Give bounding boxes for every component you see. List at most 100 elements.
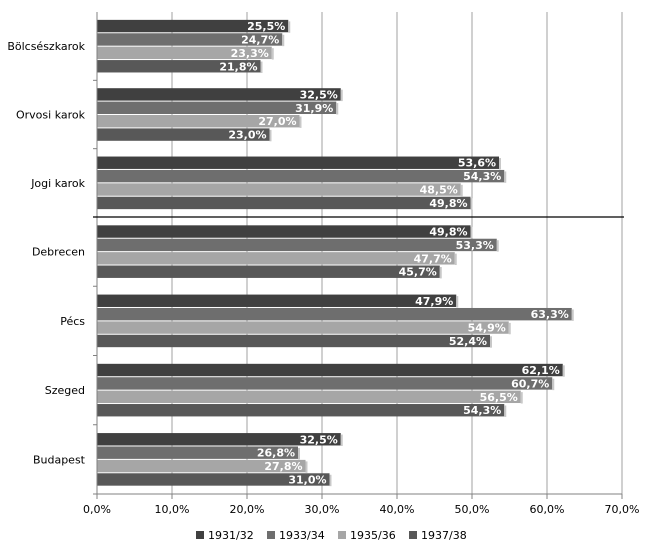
bar xyxy=(97,321,509,334)
bar xyxy=(97,115,300,128)
data-label: 54,3% xyxy=(463,170,501,183)
category-label: Budapest xyxy=(33,453,86,466)
bar xyxy=(97,363,563,377)
bar-shadow xyxy=(336,103,339,115)
data-label: 26,8% xyxy=(257,447,295,460)
data-label: 31,9% xyxy=(295,102,333,115)
x-tick-label: 40,0% xyxy=(380,503,415,516)
legend-swatch xyxy=(196,531,204,539)
bar xyxy=(97,128,270,141)
category-label: Pécs xyxy=(60,315,85,328)
legend-label: 1935/36 xyxy=(350,529,396,542)
bar-shadow xyxy=(454,253,457,266)
data-label: 49,8% xyxy=(429,197,467,210)
bar xyxy=(97,88,341,101)
bar xyxy=(97,377,553,390)
bars-group xyxy=(97,19,574,487)
bar-shadow xyxy=(496,240,499,252)
data-label: 53,6% xyxy=(458,157,496,170)
x-tick-label: 20,0% xyxy=(230,503,265,516)
category-label: Jogi karok xyxy=(30,177,85,190)
bar-shadow xyxy=(340,89,343,102)
x-tick-label: 50,0% xyxy=(455,503,490,516)
bar xyxy=(97,390,521,404)
bar xyxy=(97,183,461,196)
category-label: Orvosi karok xyxy=(16,109,86,122)
bar-shadow xyxy=(288,21,291,33)
bar-shadow xyxy=(340,434,343,446)
legend-swatch xyxy=(409,531,417,539)
bar xyxy=(97,252,455,265)
bar xyxy=(97,33,283,46)
data-label: 21,8% xyxy=(219,60,257,73)
data-label: 25,5% xyxy=(247,20,285,33)
data-label: 27,0% xyxy=(258,115,296,128)
bar xyxy=(97,101,337,114)
bar-shadow xyxy=(329,474,332,487)
data-label: 53,3% xyxy=(456,239,494,252)
bar-shadow xyxy=(499,158,501,170)
bar xyxy=(97,294,457,307)
legend-label: 1937/38 xyxy=(421,529,467,542)
data-label: 47,7% xyxy=(414,252,452,265)
bar xyxy=(97,238,497,252)
x-tick-label: 0,0% xyxy=(83,503,111,516)
bar-shadow xyxy=(271,48,274,60)
category-label: Szeged xyxy=(45,384,85,397)
bar-shadow xyxy=(299,116,302,128)
bar-shadow xyxy=(508,322,511,335)
bar xyxy=(97,459,306,473)
axes-group xyxy=(93,12,624,499)
bar-shadow xyxy=(460,184,463,197)
bar-shadow xyxy=(470,198,473,210)
bar xyxy=(97,404,505,417)
bar-shadow xyxy=(552,378,555,391)
data-label: 32,5% xyxy=(300,433,338,446)
bar-shadow xyxy=(269,129,272,142)
bar xyxy=(97,473,330,486)
legend: 1931/32 1933/34 1935/36 1937/38 xyxy=(196,529,467,542)
data-label: 56,5% xyxy=(480,391,518,404)
data-label: 27,8% xyxy=(264,460,302,473)
bar xyxy=(97,446,298,459)
data-label: 47,9% xyxy=(415,295,453,308)
bar xyxy=(97,307,572,321)
bar-shadow xyxy=(305,461,308,473)
data-label: 52,4% xyxy=(449,335,487,348)
legend-swatch xyxy=(267,531,275,539)
bar xyxy=(97,433,341,446)
bar xyxy=(97,169,505,183)
category-label: Bölcsészkarok xyxy=(7,40,85,53)
bar-shadow xyxy=(490,336,492,348)
legend-label: 1933/34 xyxy=(279,529,325,542)
data-label: 62,1% xyxy=(522,364,560,377)
bar xyxy=(97,19,289,33)
x-tick-label: 30,0% xyxy=(305,503,340,516)
bar-shadow xyxy=(456,296,459,308)
bar-shadow xyxy=(504,171,507,183)
bar xyxy=(97,196,471,210)
data-label: 23,0% xyxy=(228,129,266,142)
bar xyxy=(97,46,272,60)
bar-shadow xyxy=(520,392,523,404)
bar-shadow xyxy=(282,34,285,47)
bar xyxy=(97,265,440,278)
x-tick-label: 10,0% xyxy=(155,503,190,516)
bar xyxy=(97,334,490,348)
bar-shadow xyxy=(298,447,300,460)
bar xyxy=(97,225,471,238)
data-label: 63,3% xyxy=(531,308,569,321)
category-label: Debrecen xyxy=(32,246,85,259)
bar xyxy=(97,60,261,73)
bar-shadow xyxy=(470,226,473,239)
legend-label: 1931/32 xyxy=(208,529,254,542)
data-label: 60,7% xyxy=(511,377,549,390)
bar-shadow xyxy=(439,267,442,279)
bar-shadow xyxy=(571,309,574,321)
data-label: 49,8% xyxy=(429,226,467,239)
data-label: 45,7% xyxy=(399,266,437,279)
data-label: 54,9% xyxy=(468,322,506,335)
data-label: 31,0% xyxy=(288,473,326,486)
data-label: 32,5% xyxy=(300,88,338,101)
